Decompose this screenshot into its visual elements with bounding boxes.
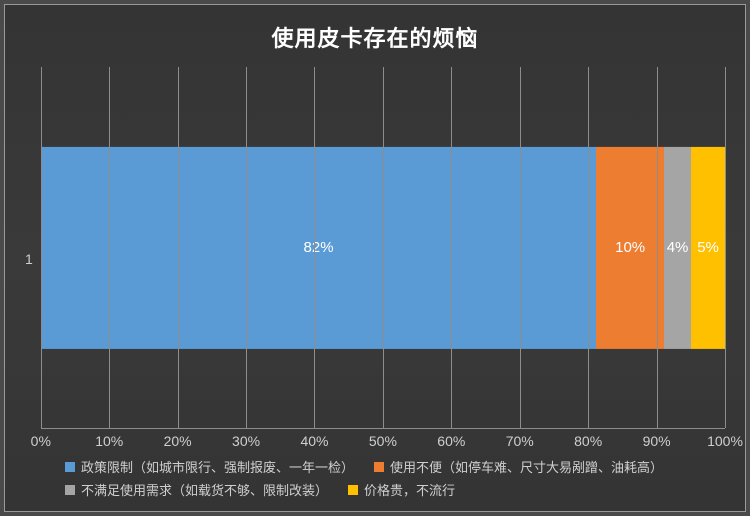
x-tick-label: 0% bbox=[31, 433, 51, 449]
legend-swatch bbox=[348, 485, 358, 495]
x-tick-label: 30% bbox=[232, 433, 260, 449]
bar-segment: 5% bbox=[691, 146, 725, 348]
legend-swatch bbox=[65, 462, 75, 472]
grid-line bbox=[588, 67, 589, 428]
x-tick-label: 100% bbox=[707, 433, 743, 449]
legend-item: 使用不便（如停车难、尺寸大易剐蹭、油耗高） bbox=[374, 457, 663, 476]
legend-label: 价格贵，不流行 bbox=[364, 480, 455, 499]
grid-line bbox=[451, 67, 452, 428]
legend-item: 价格贵，不流行 bbox=[348, 480, 455, 499]
plot-wrap: 皮卡行业舆论领导者 中国皮卡网 82%10%4%5% 0%10%20%30%40… bbox=[41, 67, 725, 451]
x-tick-label: 60% bbox=[437, 433, 465, 449]
chart-title: 使用皮卡存在的烦恼 bbox=[25, 21, 725, 53]
plot-area: 皮卡行业舆论领导者 中国皮卡网 82%10%4%5% bbox=[41, 67, 725, 429]
legend-label: 政策限制（如城市限行、强制报废、一年一检） bbox=[81, 457, 354, 476]
chart-outer: 使用皮卡存在的烦恼 1 皮卡行业舆论领导者 中国皮卡网 82%10%4%5% 0… bbox=[0, 0, 750, 516]
legend-item: 不满足使用需求（如载货不够、限制改装） bbox=[65, 480, 328, 499]
plot-row: 1 皮卡行业舆论领导者 中国皮卡网 82%10%4%5% 0% 10% 20% 30%… bbox=[25, 67, 725, 451]
grid-line bbox=[246, 67, 247, 428]
legend-swatch bbox=[65, 485, 75, 495]
chart-frame: 使用皮卡存在的烦恼 1 皮卡行业舆论领导者 中国皮卡网 82%10%4%5% 0… bbox=[4, 4, 746, 512]
x-tick-label: 10% bbox=[95, 433, 123, 449]
bar-segment: 4% bbox=[664, 146, 691, 348]
bar-segment: 10% bbox=[596, 146, 664, 348]
y-axis: 1 bbox=[25, 67, 41, 451]
grid-line bbox=[520, 67, 521, 428]
legend: 政策限制（如城市限行、强制报废、一年一检） 使用不便（如停车难、尺寸大易剐蹭、油耗… bbox=[25, 457, 725, 503]
x-tick-label: 20% bbox=[164, 433, 192, 449]
x-tick-label: 40% bbox=[300, 433, 328, 449]
grid-line bbox=[657, 67, 658, 428]
legend-swatch bbox=[374, 462, 384, 472]
grid-line bbox=[41, 67, 42, 428]
grid-line bbox=[383, 67, 384, 428]
x-tick-label: 70% bbox=[506, 433, 534, 449]
x-axis: 0%10%20%30%40%50%60%70%80%90%100% bbox=[41, 429, 725, 451]
x-tick-label: 50% bbox=[369, 433, 397, 449]
legend-label: 不满足使用需求（如载货不够、限制改装） bbox=[81, 480, 328, 499]
bar-segment: 82% bbox=[41, 146, 596, 348]
y-category-label: 1 bbox=[25, 251, 33, 267]
grid-line bbox=[314, 67, 315, 428]
legend-item: 政策限制（如城市限行、强制报废、一年一检） bbox=[65, 457, 354, 476]
grid-line bbox=[178, 67, 179, 428]
x-tick-label: 80% bbox=[574, 433, 602, 449]
grid-line bbox=[109, 67, 110, 428]
legend-label: 使用不便（如停车难、尺寸大易剐蹭、油耗高） bbox=[390, 457, 663, 476]
grid-line bbox=[725, 67, 726, 428]
x-tick-label: 90% bbox=[643, 433, 671, 449]
